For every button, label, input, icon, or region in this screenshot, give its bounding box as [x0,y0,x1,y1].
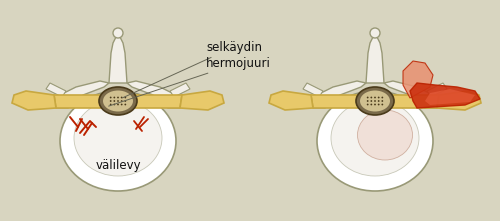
Ellipse shape [356,87,394,115]
Circle shape [117,100,119,102]
Polygon shape [269,91,313,110]
Ellipse shape [331,100,419,176]
Circle shape [117,104,119,105]
Circle shape [367,100,368,102]
Circle shape [378,97,380,98]
Polygon shape [46,83,66,97]
Polygon shape [311,95,439,108]
Circle shape [374,104,376,105]
Polygon shape [410,83,480,108]
Polygon shape [427,83,447,97]
Polygon shape [403,61,433,98]
Text: välilevy: välilevy [95,158,141,171]
Polygon shape [54,95,182,108]
Circle shape [374,100,376,102]
Circle shape [110,104,112,105]
Ellipse shape [360,91,390,112]
Circle shape [378,100,380,102]
Circle shape [367,97,368,98]
Polygon shape [109,35,127,83]
Polygon shape [313,81,366,108]
Polygon shape [170,83,190,97]
Polygon shape [180,91,224,110]
Polygon shape [56,81,109,108]
Circle shape [367,104,368,105]
Circle shape [114,104,115,105]
Circle shape [124,97,126,98]
Text: selkäydin: selkäydin [122,40,262,98]
Circle shape [113,28,123,38]
Text: hermojuuri: hermojuuri [108,57,271,106]
Ellipse shape [99,87,137,115]
Polygon shape [127,81,180,108]
Ellipse shape [358,110,412,160]
Polygon shape [366,35,384,83]
Circle shape [382,97,383,98]
Polygon shape [425,89,475,105]
Circle shape [124,100,126,102]
Circle shape [121,104,122,105]
Circle shape [374,97,376,98]
Polygon shape [12,91,56,110]
Ellipse shape [103,91,133,112]
Circle shape [121,100,122,102]
Circle shape [124,104,126,105]
Circle shape [121,97,122,98]
Circle shape [370,104,372,105]
Circle shape [110,97,112,98]
Circle shape [110,100,112,102]
Polygon shape [437,91,481,110]
Circle shape [378,104,380,105]
Circle shape [370,100,372,102]
Circle shape [114,100,115,102]
Circle shape [382,104,383,105]
Polygon shape [384,81,437,108]
Ellipse shape [317,91,433,191]
Circle shape [370,97,372,98]
Ellipse shape [60,91,176,191]
Ellipse shape [74,100,162,176]
Circle shape [114,97,115,98]
Circle shape [370,28,380,38]
Circle shape [117,97,119,98]
Polygon shape [303,83,323,97]
Circle shape [382,100,383,102]
